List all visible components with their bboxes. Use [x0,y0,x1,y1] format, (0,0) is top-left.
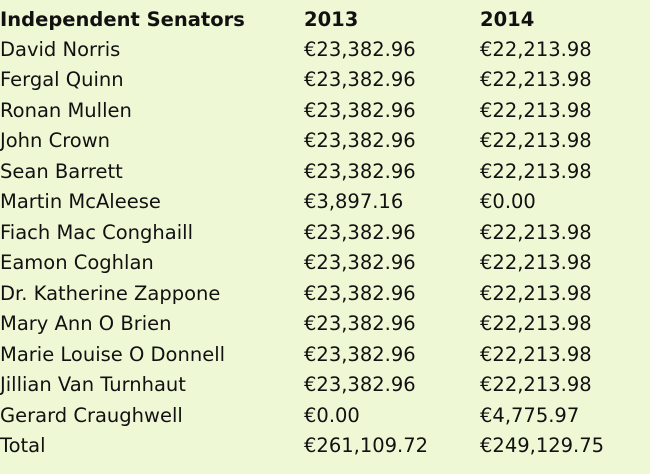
amount-2014: €22,213.98 [480,312,592,336]
amount-2014: €249,129.75 [480,434,605,458]
table-row: Martin McAleese €3,897.16 €0.00 [0,187,650,218]
column-header-senator: Independent Senators [0,7,245,31]
amount-2013: €23,382.96 [304,129,416,153]
senator-name: John Crown [0,129,111,153]
amount-2014: €22,213.98 [480,98,592,122]
amount-2013: €23,382.96 [304,342,416,366]
senator-name: Fiach Mac Conghaill [0,220,193,244]
amount-2013: €23,382.96 [304,281,416,305]
amount-2014: €22,213.98 [480,342,592,366]
table-row: Sean Barrett €23,382.96 €22,213.98 [0,156,650,187]
table-row: Ronan Mullen €23,382.96 €22,213.98 [0,95,650,126]
amount-2013: €23,382.96 [304,251,416,275]
table-row: Marie Louise O Donnell €23,382.96 €22,213.… [0,339,650,370]
table-body: David Norris €23,382.96 €22,213.98 Fergal Q… [0,34,650,461]
senator-name: Eamon Coghlan [0,251,154,275]
senator-name: Ronan Mullen [0,98,132,122]
senator-name: Marie Louise O Donnell [0,342,226,366]
amount-2013: €261,109.72 [304,434,429,458]
amount-2013: €23,382.96 [304,68,416,92]
table-row: Fergal Quinn €23,382.96 €22,213.98 [0,65,650,96]
table-row: Fiach Mac Conghaill €23,382.96 €22,213.98 [0,217,650,248]
amount-2013: €23,382.96 [304,373,416,397]
table-row: Eamon Coghlan €23,382.96 €22,213.98 [0,248,650,279]
amount-2014: €22,213.98 [480,220,592,244]
amount-2014: €22,213.98 [480,251,592,275]
amount-2014: €22,213.98 [480,159,592,183]
senator-name: Mary Ann O Brien [0,312,172,336]
amount-2013: €23,382.96 [304,220,416,244]
column-header-2013: 2013 [304,7,359,31]
amount-2013: €0.00 [304,403,360,427]
senator-name: David Norris [0,37,121,61]
amount-2013: €23,382.96 [304,37,416,61]
table-row: David Norris €23,382.96 €22,213.98 [0,34,650,65]
amount-2013: €23,382.96 [304,312,416,336]
senator-name: Gerard Craughwell [0,403,183,427]
amount-2013: €23,382.96 [304,159,416,183]
table-row: Gerard Craughwell €0.00 €4,775.97 [0,400,650,431]
amount-2014: €22,213.98 [480,129,592,153]
senator-name: Sean Barrett [0,159,123,183]
senator-name: Jillian Van Turnhaut [0,373,186,397]
amount-2014: €22,213.98 [480,373,592,397]
table-row: John Crown €23,382.96 €22,213.98 [0,126,650,157]
senator-name: Martin McAleese [0,190,161,214]
amount-2014: €22,213.98 [480,281,592,305]
senator-name: Fergal Quinn [0,68,124,92]
amount-2014: €4,775.97 [480,403,580,427]
amount-2014: €0.00 [480,190,536,214]
senator-name: Dr. Katherine Zappone [0,281,221,305]
table-row: Mary Ann O Brien €23,382.96 €22,213.98 [0,309,650,340]
amount-2013: €3,897.16 [304,190,404,214]
table-row: Dr. Katherine Zappone €23,382.96 €22,213.9… [0,278,650,309]
header-row: Independent Senators 2013 2014 [0,4,650,34]
total-label: Total [0,434,46,458]
total-row: Total €261,109.72 €249,129.75 [0,431,650,462]
column-header-2014: 2014 [480,7,535,31]
amount-2014: €22,213.98 [480,68,592,92]
amount-2013: €23,382.96 [304,98,416,122]
senator-expenses-table: Independent Senators 2013 2014 David Nor… [0,4,650,461]
amount-2014: €22,213.98 [480,37,592,61]
table-row: Jillian Van Turnhaut €23,382.96 €22,213.98 [0,370,650,401]
